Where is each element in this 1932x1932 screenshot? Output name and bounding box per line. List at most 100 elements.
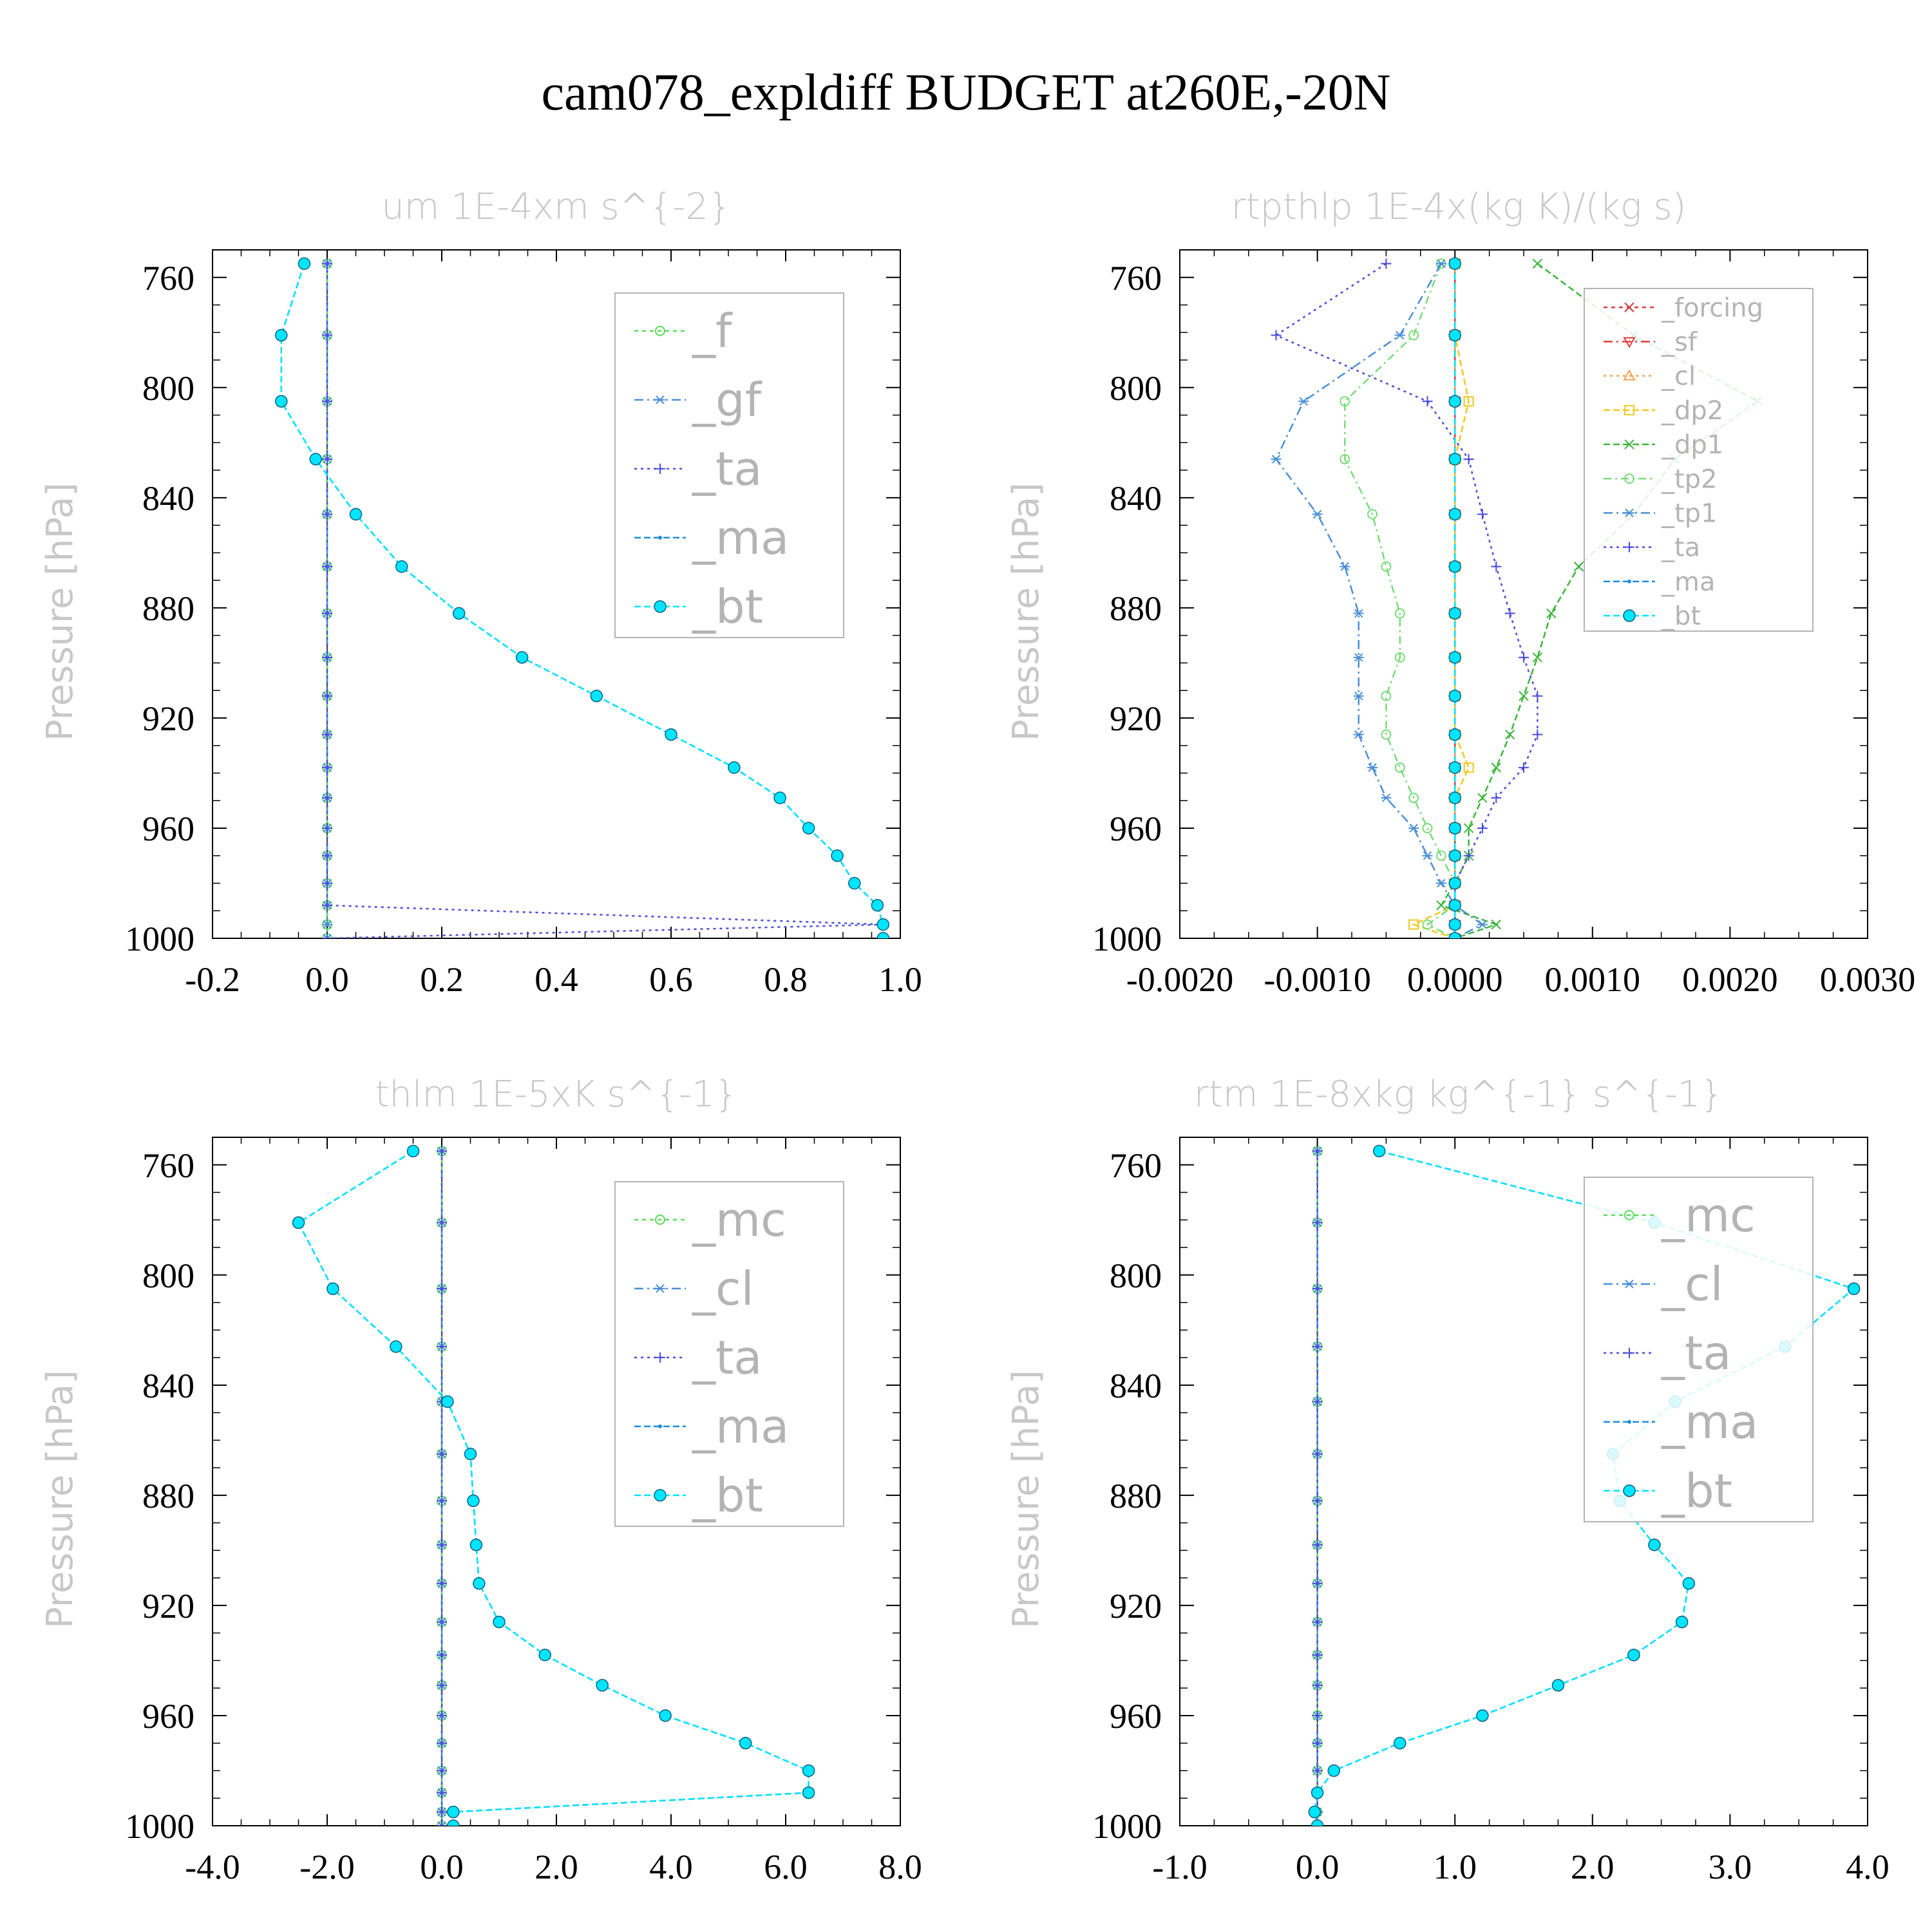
panel-rtpthlp-point-bt	[1448, 932, 1461, 938]
panel-rtpthlp-point-dp1	[1463, 823, 1474, 833]
panel-rtm-legend-label: _ma	[1661, 1395, 1758, 1449]
panel-rtpthlp-point-tp1	[1340, 562, 1350, 571]
panel-rtpthlp-point-bt	[1448, 791, 1461, 804]
panel-thlm-point-cl	[437, 1821, 447, 1826]
panel-rtm-ytick-label: 760	[1110, 1146, 1162, 1185]
panel-um-legend: _f _gf _ta _ma _bt	[614, 292, 844, 638]
panel-thlm-point-ta	[437, 1578, 447, 1589]
panel-rtm-ylabel: Pressure [hPa]	[1005, 1370, 1047, 1629]
panel-thlm-legend-marker	[655, 1284, 665, 1293]
panel-um-series-ta	[322, 258, 889, 938]
panel-um-xtick-label: 1.0	[878, 960, 922, 999]
panel-thlm-point-ta	[437, 1710, 447, 1721]
panel-rtm-point-ta	[1312, 1539, 1323, 1550]
panel-rtm-point-bt	[1682, 1577, 1696, 1590]
panel-rtpthlp-point-tp1	[1353, 653, 1364, 662]
panel-um-point-ta	[322, 878, 332, 889]
panel-um-point-ta	[322, 850, 332, 861]
panel-rtpthlp-legend-label: _cl	[1661, 362, 1696, 392]
panel-um-legend-marker	[655, 395, 665, 404]
panel-thlm-series-bt	[292, 1144, 815, 1826]
panel-rtpthlp-xtick-label: 0.0030	[1820, 960, 1916, 999]
panel-rtpthlp-point-bt	[1448, 689, 1461, 703]
panel-rtpthlp-point-bt	[1448, 560, 1461, 573]
panel-rtm-legend-box	[1584, 1177, 1814, 1522]
panel-rtpthlp-point-dp1	[1491, 762, 1501, 773]
panel-rtm-point-ta	[1312, 1341, 1323, 1352]
panel-um-ylabel: Pressure [hPa]	[39, 482, 81, 741]
panel-rtm-point-bt	[1476, 1709, 1489, 1722]
panel-rtm-ytick-label: 840	[1110, 1367, 1162, 1405]
panel-um-legend-marker	[658, 535, 662, 540]
panel-rtpthlp-point-tp2	[1422, 919, 1433, 930]
panel-thlm-ytick-label: 880	[142, 1477, 194, 1515]
panel-um-point-bt	[349, 507, 363, 521]
panel-rtpthlp-point-dp1	[1546, 608, 1557, 619]
panel-rtpthlp-point-ta	[1504, 608, 1515, 619]
panel-rtm-xtick-label: 1.0	[1433, 1848, 1477, 1886]
panel-thlm-point-bt	[390, 1340, 402, 1353]
panel-thlm-point-bt	[473, 1577, 486, 1590]
panel-thlm-point-bt	[447, 1805, 460, 1819]
panel-rtpthlp-legend-box	[1584, 288, 1814, 632]
panel-thlm-legend-label: _mc	[692, 1193, 786, 1247]
panel-rtpthlp-legend: _forcing _sf _cl _dp2 _dp1 _tp2 _tp1 _ta _ma _bt	[1584, 288, 1814, 632]
panel-rtm-ytick-label: 920	[1110, 1587, 1162, 1625]
panel-rtpthlp-point-bt	[1448, 849, 1461, 862]
panel-rtm-point-bt	[1627, 1649, 1640, 1662]
panel-rtpthlp-point-tp1	[1477, 920, 1488, 929]
panel-rtpthlp-point-ta	[1422, 396, 1433, 407]
panel-rtpthlp-point-dp2	[1463, 762, 1474, 773]
panel-um-point-gf	[322, 920, 332, 929]
panel-rtpthlp-legend-label: _dp1	[1661, 430, 1723, 460]
panel-rtpthlp-line-dp2	[1411, 263, 1470, 938]
panel-thlm-point-ta	[437, 1680, 447, 1690]
panel-thlm-legend-marker	[655, 1214, 665, 1225]
panel-thlm-point-ta	[437, 1217, 447, 1228]
panel-rtpthlp-point-tp1	[1367, 763, 1378, 772]
panel-rtm-title: rtm 1E-8xkg kg^{-1} s^{-1}	[1194, 1074, 1723, 1115]
panel-thlm-point-bt	[802, 1764, 815, 1777]
panel-rtm-point-bt	[1327, 1764, 1340, 1777]
panel-um-point-bt	[275, 328, 288, 342]
panel-thlm-legend-box	[614, 1181, 844, 1527]
panel-rtpthlp-point-dp1	[1532, 258, 1543, 269]
panel-rtpthlp-legend-marker	[1624, 473, 1634, 484]
panel-thlm-legend-label: _cl	[692, 1262, 754, 1316]
panel-rtpthlp-point-tp1	[1422, 851, 1433, 860]
panel-rtpthlp-point-dp1	[1477, 793, 1488, 803]
panel-thlm-point-bt	[441, 1395, 454, 1408]
panel-rtpthlp-point-tp1	[1435, 878, 1446, 888]
panel-rtm-legend-marker	[1624, 1209, 1634, 1220]
panel-um-title: um 1E-4xm s^{-2}	[381, 186, 731, 228]
panel-um-point-bt	[515, 651, 529, 664]
panel-um-legend-label: _gf	[692, 373, 762, 427]
panel-rtpthlp-point-ta	[1271, 330, 1282, 341]
panel-rtpthlp-line-ta	[1274, 263, 1539, 938]
panel-rtpthlp-series-bt	[1448, 257, 1461, 938]
panel-rtm-xtick-label: 3.0	[1709, 1848, 1752, 1886]
panel-um-point-ta	[322, 690, 332, 701]
panel-rtpthlp-legend-marker	[1624, 404, 1634, 415]
panel-rtm-ytick-label: 800	[1110, 1256, 1162, 1295]
panel-rtpthlp: rtpthlp 1E-4x(kg K)/(kg s) Pressure [hPa…	[1005, 186, 1915, 999]
panel-rtpthlp-legend-label: _ma	[1661, 567, 1715, 597]
panel-rtpthlp-point-dp1	[1532, 652, 1543, 663]
panel-thlm-point-bt	[802, 1786, 815, 1799]
panel-um-point-bt	[590, 689, 603, 703]
panel-um-point-bt	[876, 918, 890, 931]
figure-title: cam078_expldiff BUDGET at260E,-20N	[541, 64, 1390, 121]
panel-rtm-legend-marker	[1624, 1280, 1634, 1289]
panel-um-line-ta	[326, 263, 884, 938]
panel-rtpthlp-legend-marker	[1624, 542, 1634, 553]
panel-rtm-point-ta	[1312, 1578, 1323, 1589]
panel-thlm-legend-label: _bt	[692, 1468, 763, 1522]
panel-um-ytick-label: 960	[142, 810, 194, 848]
panel-um-legend-label: _f	[692, 304, 733, 358]
panel-rtm-point-bt	[1311, 1819, 1324, 1826]
panel-rtpthlp-legend-marker	[1623, 369, 1636, 381]
panel-thlm-ytick-label: 920	[142, 1587, 194, 1625]
panel-thlm-point-bt	[327, 1282, 339, 1295]
panel-um-legend-box	[614, 292, 844, 638]
panel-um-point-ta	[322, 762, 332, 773]
